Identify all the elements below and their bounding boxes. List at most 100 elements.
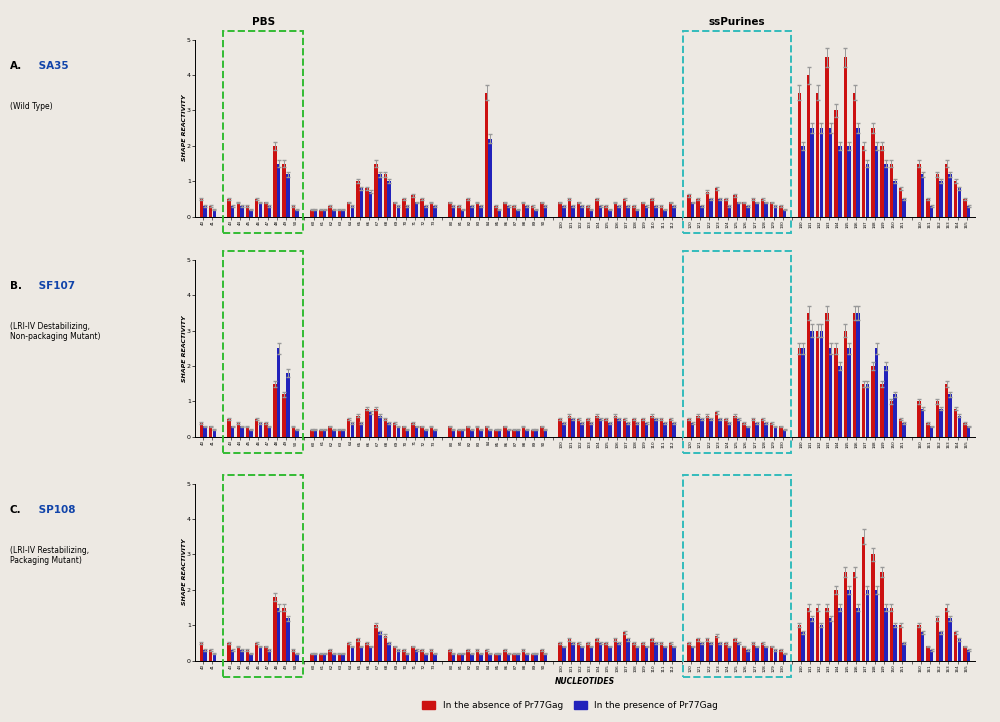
Bar — [525, 206, 529, 217]
Bar — [562, 646, 566, 661]
Bar — [724, 643, 728, 661]
Bar — [636, 422, 639, 437]
Bar — [384, 419, 387, 437]
Bar — [540, 426, 544, 437]
Bar — [397, 650, 400, 661]
Bar — [213, 209, 216, 217]
Bar — [415, 202, 418, 217]
Bar — [237, 646, 240, 661]
Legend: In the absence of Pr77Gag, In the presence of Pr77Gag: In the absence of Pr77Gag, In the presen… — [418, 697, 722, 714]
Bar — [590, 209, 593, 217]
Bar — [921, 174, 924, 217]
Bar — [820, 129, 823, 217]
Bar — [706, 416, 709, 437]
Bar — [939, 181, 943, 217]
Bar — [295, 430, 299, 437]
Bar — [599, 643, 602, 661]
Bar — [746, 650, 750, 661]
Bar — [378, 174, 382, 217]
Bar — [663, 646, 667, 661]
Bar — [936, 618, 939, 661]
Bar — [277, 164, 280, 217]
Bar — [227, 199, 231, 217]
Bar — [341, 209, 345, 217]
Bar — [209, 206, 212, 217]
Bar — [323, 653, 326, 661]
Bar — [770, 202, 773, 217]
Bar — [650, 640, 654, 661]
Bar — [893, 625, 897, 661]
Bar — [494, 206, 498, 217]
Bar — [246, 206, 249, 217]
Bar — [663, 422, 667, 437]
Bar — [954, 632, 957, 661]
Bar — [604, 419, 608, 437]
Bar — [715, 412, 718, 437]
Bar — [259, 202, 262, 217]
Bar — [733, 416, 737, 437]
Bar — [641, 419, 645, 437]
Bar — [696, 199, 700, 217]
Bar — [365, 643, 369, 661]
Bar — [415, 426, 418, 437]
Bar — [531, 430, 534, 437]
Bar — [660, 419, 663, 437]
Text: SA35: SA35 — [35, 61, 69, 71]
Bar — [393, 422, 396, 437]
Bar — [264, 646, 268, 661]
Bar — [249, 209, 253, 217]
Bar — [829, 618, 832, 661]
Bar — [917, 164, 921, 217]
Bar — [571, 206, 575, 217]
Bar — [227, 419, 231, 437]
Bar — [967, 426, 970, 437]
Bar — [862, 384, 865, 437]
Bar — [365, 409, 369, 437]
Bar — [825, 607, 829, 661]
Bar — [958, 188, 961, 217]
Bar — [273, 384, 277, 437]
Bar — [752, 199, 755, 217]
Bar — [240, 650, 244, 661]
Bar — [945, 164, 948, 217]
Bar — [433, 430, 437, 437]
Bar — [200, 199, 203, 217]
Bar — [488, 653, 492, 661]
Bar — [448, 426, 452, 437]
Bar — [764, 646, 768, 661]
Bar — [568, 199, 571, 217]
Bar — [663, 209, 667, 217]
Bar — [853, 572, 856, 661]
Bar — [466, 199, 470, 217]
Bar — [853, 93, 856, 217]
Bar — [397, 426, 400, 437]
Bar — [700, 643, 704, 661]
Bar — [834, 590, 838, 661]
Bar — [387, 181, 391, 217]
Bar — [580, 422, 584, 437]
Bar — [341, 653, 345, 661]
Bar — [387, 643, 391, 661]
Bar — [273, 146, 277, 217]
Bar — [930, 426, 933, 437]
Bar — [590, 646, 593, 661]
Bar — [816, 93, 819, 217]
Bar — [700, 206, 704, 217]
Bar — [614, 416, 617, 437]
Text: C.: C. — [10, 505, 22, 515]
Bar — [801, 146, 805, 217]
Bar — [323, 209, 326, 217]
Bar — [522, 202, 525, 217]
Bar — [626, 206, 630, 217]
Bar — [958, 416, 961, 437]
Bar — [571, 419, 575, 437]
Bar — [632, 419, 636, 437]
Bar — [356, 181, 360, 217]
Bar — [623, 419, 626, 437]
Bar — [240, 426, 244, 437]
Bar — [939, 409, 943, 437]
Bar — [724, 199, 728, 217]
Bar — [540, 650, 544, 661]
Bar — [378, 632, 382, 661]
Bar — [672, 206, 676, 217]
